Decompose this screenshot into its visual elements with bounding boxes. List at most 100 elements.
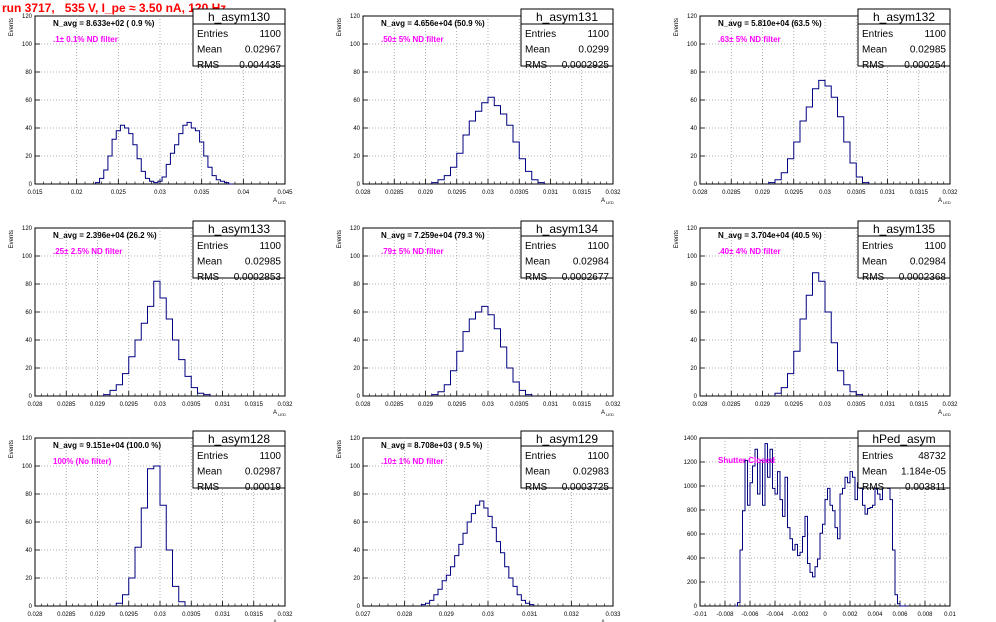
stat-value: 0.0003725: [562, 482, 610, 493]
stat-label: RMS: [525, 272, 548, 283]
x-tick-label: -0.008: [716, 612, 734, 618]
x-axis-label: A: [938, 198, 942, 204]
x-tick-label: 0.0285: [57, 402, 76, 408]
stat-label: Mean: [862, 257, 887, 268]
y-tick-label: 20: [353, 366, 360, 372]
histogram-panel: 0.028 0.0285 0.029 0.0295 0.03 0.0305 0.031 0.0…: [9, 220, 293, 417]
y-tick-label: 0: [357, 394, 361, 400]
filter-label: .50± 5% ND filter: [381, 35, 444, 44]
stat-label: Mean: [197, 467, 222, 478]
x-axis-label: A: [601, 620, 605, 622]
y-tick-label: 100: [22, 254, 33, 260]
x-tick-label: 0.031: [543, 402, 559, 408]
stat-label: Entries: [197, 29, 228, 40]
y-tick-label: 0: [29, 394, 33, 400]
x-tick-label: -0.01: [693, 612, 707, 618]
y-tick-label: 20: [25, 154, 32, 160]
histogram-panel: 0.028 0.0285 0.029 0.0295 0.03 0.0305 0.031 0.0…: [337, 220, 621, 417]
y-tick-label: 100: [687, 254, 698, 260]
x-tick-label: 0.0315: [910, 190, 929, 196]
stat-label: Mean: [862, 467, 887, 478]
x-axis-label-subscript: LED: [943, 412, 951, 417]
y-tick-label: 0: [694, 394, 698, 400]
x-tick-label: 0.031: [543, 190, 559, 196]
x-tick-label: 0.028: [27, 612, 43, 618]
y-tick-label: 80: [690, 70, 697, 76]
x-tick-label: 0.0285: [57, 612, 76, 618]
y-tick-label: 0: [694, 604, 698, 610]
x-tick-label: 0.031: [522, 612, 538, 618]
y-axis-label: Events: [674, 18, 680, 36]
stat-value: 0.02983: [573, 467, 610, 478]
y-tick-label: 60: [25, 520, 32, 526]
y-tick-label: 40: [353, 126, 360, 132]
y-tick-label: 40: [25, 338, 32, 344]
navg-label: N_avg = 8.633e+02 ( 0.9 %): [53, 19, 155, 28]
x-tick-label: 0.015: [27, 190, 43, 196]
stats-box: [857, 8, 951, 67]
x-tick-label: 0.031: [880, 190, 896, 196]
stat-label: Entries: [862, 451, 893, 462]
y-axis-label: Events: [337, 18, 343, 36]
y-tick-label: 1000: [684, 484, 698, 490]
stat-value: 0.0002677: [562, 272, 610, 283]
stat-value: 1100: [587, 451, 609, 462]
y-axis-label: Events: [9, 230, 15, 248]
x-tick-label: -0.004: [766, 612, 784, 618]
stat-label: Entries: [862, 29, 893, 40]
x-tick-label: 0: [823, 612, 827, 618]
stat-label: Mean: [862, 45, 887, 56]
filter-label: .1± 0.1% ND filter: [53, 35, 118, 44]
y-tick-label: 0: [29, 604, 33, 610]
histogram-panel: -0.01 -0.008 -0.006 -0.004 -0.002 0 0.002 0.004…: [684, 430, 956, 618]
histogram-line: [774, 272, 863, 396]
y-tick-label: 80: [353, 492, 360, 498]
x-tick-label: 0.0305: [847, 402, 866, 408]
x-tick-label: 0.0305: [847, 190, 866, 196]
stat-label: Entries: [862, 241, 893, 252]
stat-label: Entries: [525, 29, 556, 40]
histogram-name: h_asym135: [873, 222, 935, 236]
stat-value: 0.0299: [578, 45, 609, 56]
stat-label: RMS: [525, 60, 548, 71]
y-tick-label: 0: [29, 182, 33, 188]
y-tick-label: 60: [25, 98, 32, 104]
x-tick-label: -0.002: [791, 612, 809, 618]
x-tick-label: 0.032: [564, 612, 580, 618]
x-tick-label: 0.029: [418, 402, 434, 408]
stat-value: 0.02967: [245, 45, 282, 56]
y-tick-label: 60: [353, 98, 360, 104]
x-tick-label: 0.045: [277, 190, 293, 196]
histogram-panel: 0.028 0.0285 0.029 0.0295 0.03 0.0305 0.031 0.0…: [674, 8, 958, 205]
stat-value: 0.02984: [573, 257, 610, 268]
x-tick-label: 0.031: [215, 402, 231, 408]
y-tick-label: 60: [353, 310, 360, 316]
x-tick-label: 0.029: [90, 612, 106, 618]
stat-label: RMS: [862, 482, 885, 493]
y-tick-label: 60: [25, 310, 32, 316]
x-tick-label: 0.035: [194, 190, 210, 196]
x-tick-label: 0.01: [944, 612, 956, 618]
histogram-name: h_asym128: [208, 432, 270, 446]
stat-label: Mean: [525, 467, 550, 478]
y-tick-label: 60: [690, 310, 697, 316]
histogram-name: h_asym134: [536, 222, 598, 236]
y-axis-label: Events: [337, 230, 343, 248]
histogram-name: h_asym130: [208, 10, 270, 24]
x-tick-label: 0.0305: [182, 402, 201, 408]
histogram-panel: 0.015 0.02 0.025 0.03 0.035 0.04 0.045 0 20 40 60 8…: [9, 8, 293, 205]
x-tick-label: 0.029: [90, 402, 106, 408]
x-tick-label: 0.03: [819, 190, 831, 196]
navg-label: N_avg = 8.708e+03 ( 9.5 %): [381, 441, 483, 450]
y-tick-label: 0: [357, 182, 361, 188]
stat-value: 0.0002853: [234, 272, 282, 283]
x-axis-label-subscript: LED: [606, 412, 614, 417]
x-tick-label: 0.03: [482, 402, 494, 408]
stat-value: 48732: [918, 451, 946, 462]
y-axis-label: Events: [9, 440, 15, 458]
y-tick-label: 80: [690, 282, 697, 288]
x-tick-label: 0.028: [692, 402, 708, 408]
x-axis-label: A: [601, 410, 605, 416]
x-tick-label: 0.032: [277, 402, 293, 408]
